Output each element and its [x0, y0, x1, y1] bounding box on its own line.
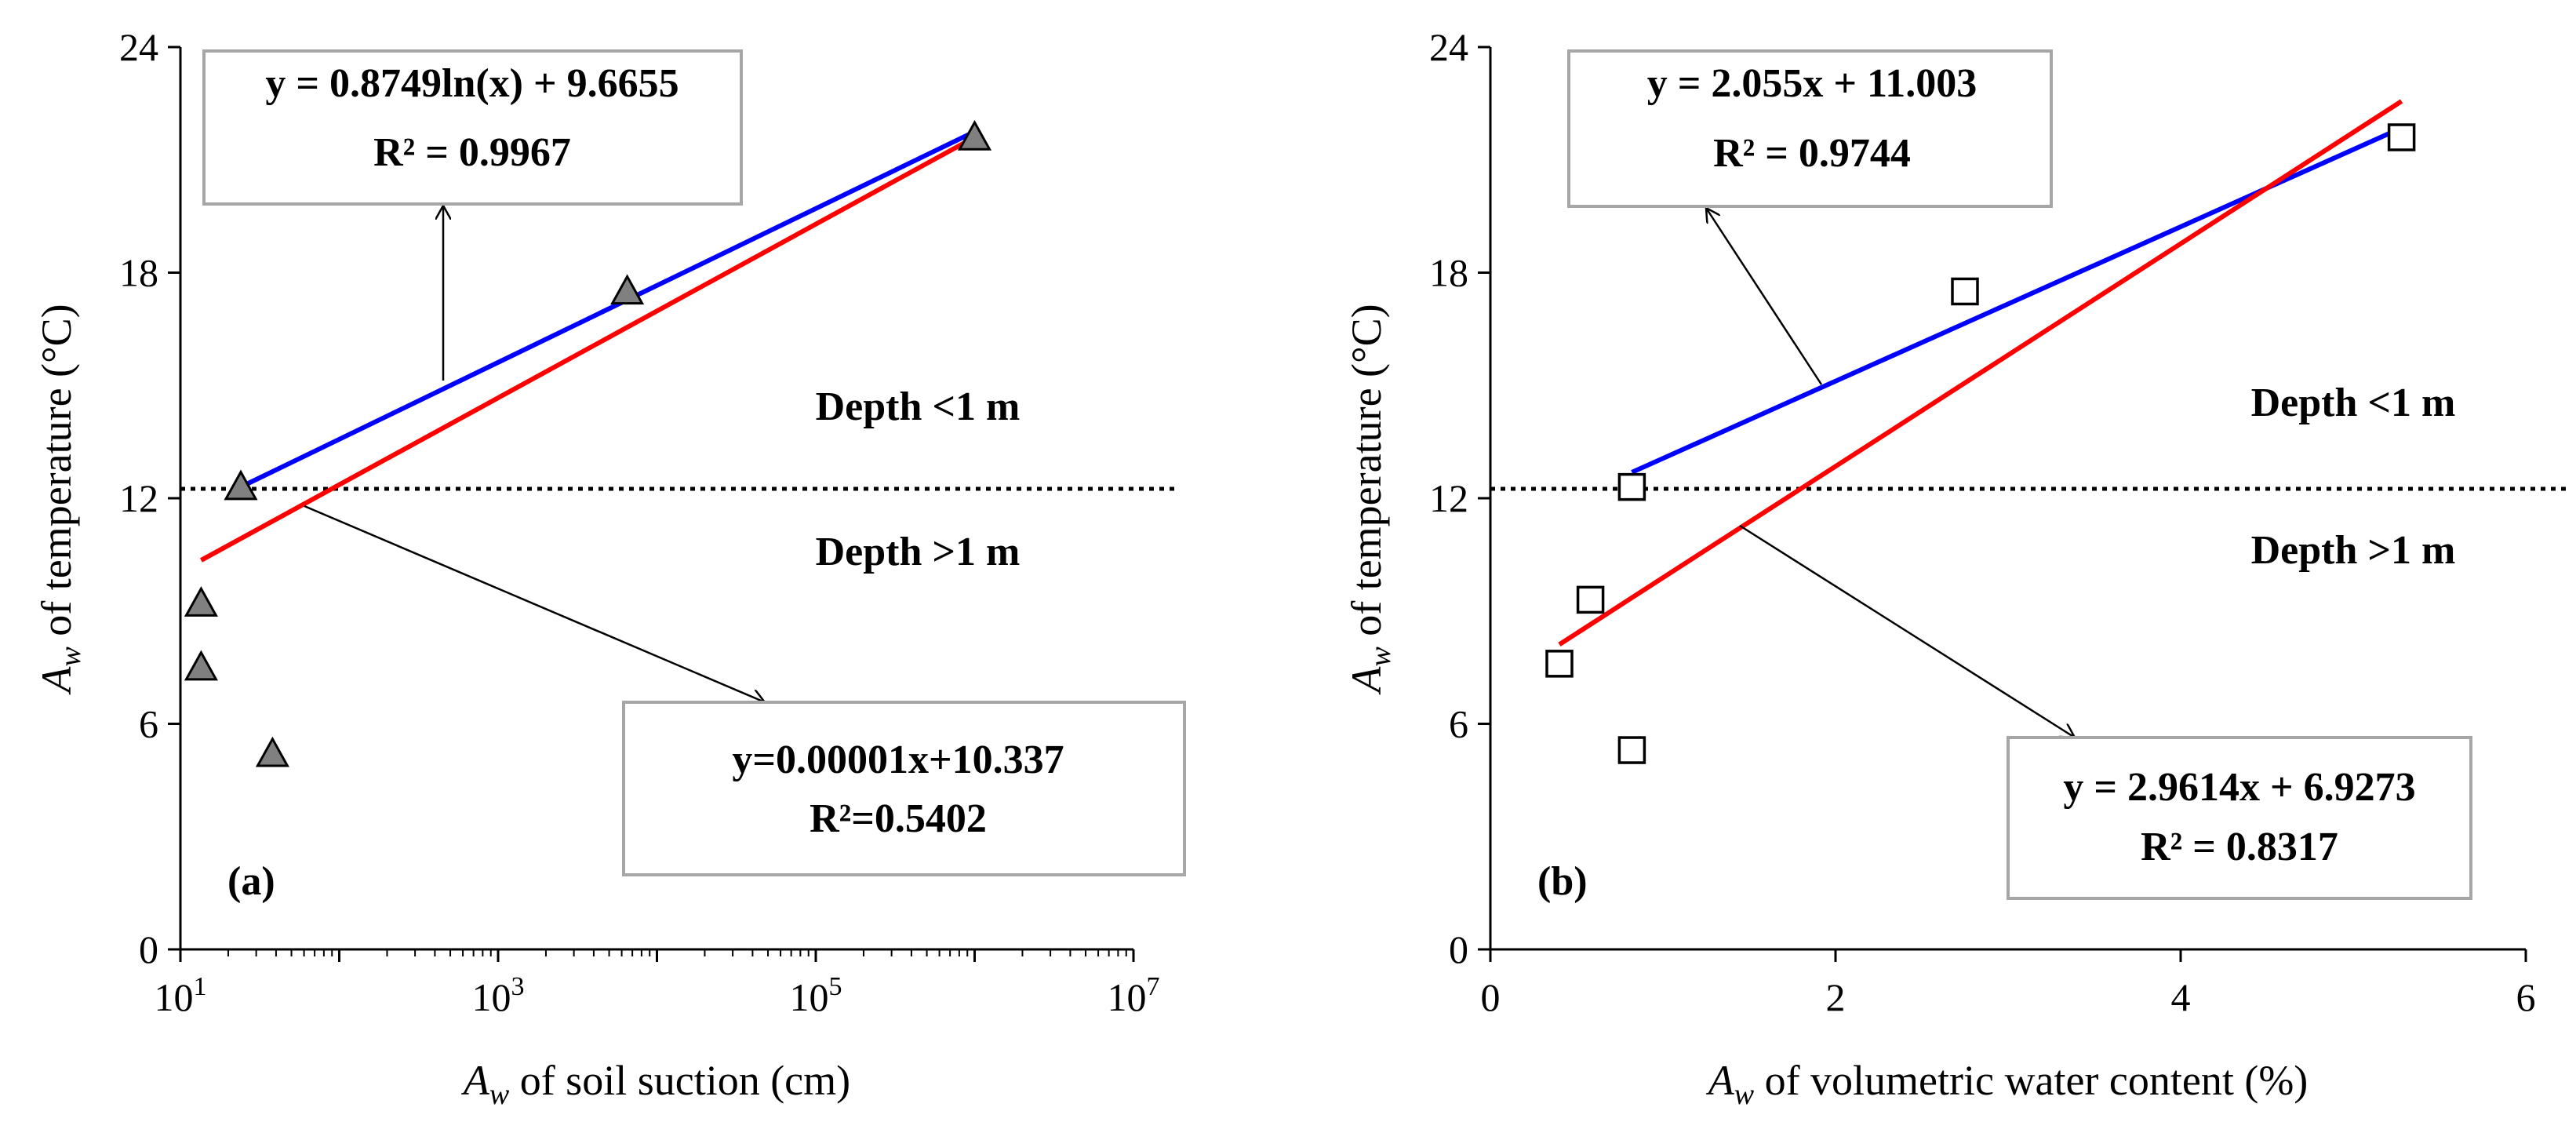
pb-equation-2: y = 2.9614x + 6.9273	[2063, 765, 2415, 810]
pb-annotation-arrow-1	[1706, 208, 1823, 385]
pb-r-squared-1: R² = 0.9744	[1713, 131, 1911, 176]
pa-r-squared-2: R²=0.5402	[810, 796, 987, 841]
pb-data-point-square	[1951, 277, 1979, 306]
pa-equation-box-1	[202, 49, 743, 206]
pb-x-tick-label: 6	[2516, 975, 2536, 1019]
pb-x-axis-title-subscript: w	[1734, 1078, 1755, 1111]
pa-x-tick-exponent: 3	[511, 972, 525, 1001]
pb-y-tick-label: 24	[1429, 25, 1468, 69]
pa-annotation-arrow-2	[304, 505, 765, 702]
pb-x-tick-label: 0	[1481, 975, 1501, 1019]
pb-panel-label: (b)	[1537, 859, 1588, 904]
pb-equation-box-1	[1567, 49, 2053, 208]
pa-x-tick-label: 101	[155, 972, 207, 1019]
pa-trendline-blue	[239, 129, 976, 490]
pb-data-point-square	[1617, 736, 1646, 764]
pa-y-tick-label: 18	[119, 251, 158, 295]
pb-data-point-square	[2387, 123, 2416, 151]
pb-x-axis-title-symbol: A	[1706, 1057, 1735, 1104]
pb-annotation-arrow-2	[1739, 524, 2075, 738]
pa-x-tick-exponent: 7	[1147, 972, 1160, 1001]
pa-x-tick-label: 103	[472, 972, 525, 1019]
pb-x-axis-title: Aw of volumetric water content (%)	[1706, 1057, 2309, 1111]
pb-y-axis-title-text: of temperature (°C)	[1343, 304, 1390, 647]
pa-y-axis-title-symbol: A	[33, 666, 80, 695]
pb-trendline-red	[1558, 99, 2403, 647]
pb-y-axis-title-subscript: w	[1364, 647, 1397, 667]
pa-y-tick-label: 6	[139, 702, 158, 746]
pb-data-point-square	[1545, 650, 1574, 678]
pb-data-point-square	[1576, 585, 1605, 614]
pa-x-tick-base: 10	[790, 975, 829, 1019]
pa-trendline-red	[199, 135, 976, 563]
pa-equation-box-2	[622, 701, 1186, 876]
pa-x-axis-title-text: of soil suction (cm)	[509, 1057, 850, 1104]
pa-x-tick-exponent: 1	[194, 972, 207, 1001]
pa-panel-label: (a)	[227, 859, 275, 904]
pa-data-point-triangle	[184, 586, 218, 617]
pa-equation-1: y = 0.8749ln(x) + 9.6655	[265, 61, 679, 106]
pa-x-tick-base: 10	[155, 975, 194, 1019]
pa-y-axis-title-text: of temperature (°C)	[33, 304, 80, 647]
pa-y-tick-label: 0	[139, 927, 158, 971]
pa-x-tick-base: 10	[472, 975, 511, 1019]
pa-x-tick-label: 105	[790, 972, 842, 1019]
pb-x-tick-label: 2	[1826, 975, 1846, 1019]
pb-data-point-square	[1617, 472, 1646, 501]
pa-x-tick-label: 107	[1108, 972, 1160, 1019]
pa-region-label-above: Depth <1 m	[816, 384, 1021, 429]
pb-y-tick-label: 18	[1429, 251, 1468, 295]
pa-x-tick-exponent: 5	[829, 972, 842, 1001]
pa-region-label-below: Depth >1 m	[816, 530, 1021, 574]
pa-y-tick-label: 12	[119, 476, 158, 520]
pa-equation-2: y=0.00001x+10.337	[732, 738, 1064, 782]
pb-x-axis-title-text: of volumetric water content (%)	[1754, 1057, 2308, 1104]
pa-y-axis-title-subscript: w	[54, 647, 87, 667]
pa-data-point-triangle	[957, 119, 992, 151]
pa-x-tick-base: 10	[1108, 975, 1147, 1019]
pb-y-tick-label: 6	[1449, 702, 1468, 746]
pb-y-tick-label: 0	[1449, 927, 1468, 971]
pa-data-point-triangle	[610, 274, 645, 305]
pb-y-axis-title-symbol: A	[1343, 666, 1390, 695]
pb-x-tick-label: 4	[2171, 975, 2191, 1019]
pa-data-point-triangle	[255, 736, 289, 767]
pa-y-tick-label: 24	[119, 25, 158, 69]
pa-data-point-triangle	[224, 469, 258, 501]
pa-y-axis-title: Aw of temperature (°C)	[33, 304, 87, 694]
pa-r-squared-1: R² = 0.9967	[373, 130, 571, 175]
pb-region-label-above: Depth <1 m	[2251, 381, 2456, 425]
pb-y-tick-label: 12	[1429, 476, 1468, 520]
pa-data-point-triangle	[184, 650, 218, 681]
pb-y-axis-title: Aw of temperature (°C)	[1343, 304, 1397, 694]
pa-x-axis-title-subscript: w	[489, 1078, 510, 1111]
pb-region-label-below: Depth >1 m	[2251, 528, 2456, 573]
pb-equation-1: y = 2.055x + 11.003	[1647, 61, 1977, 106]
pa-x-axis-title-symbol: A	[461, 1057, 490, 1104]
pb-equation-box-2	[2007, 736, 2472, 900]
pa-x-axis-title: Aw of soil suction (cm)	[461, 1057, 850, 1111]
pb-r-squared-2: R² = 0.8317	[2141, 825, 2338, 869]
